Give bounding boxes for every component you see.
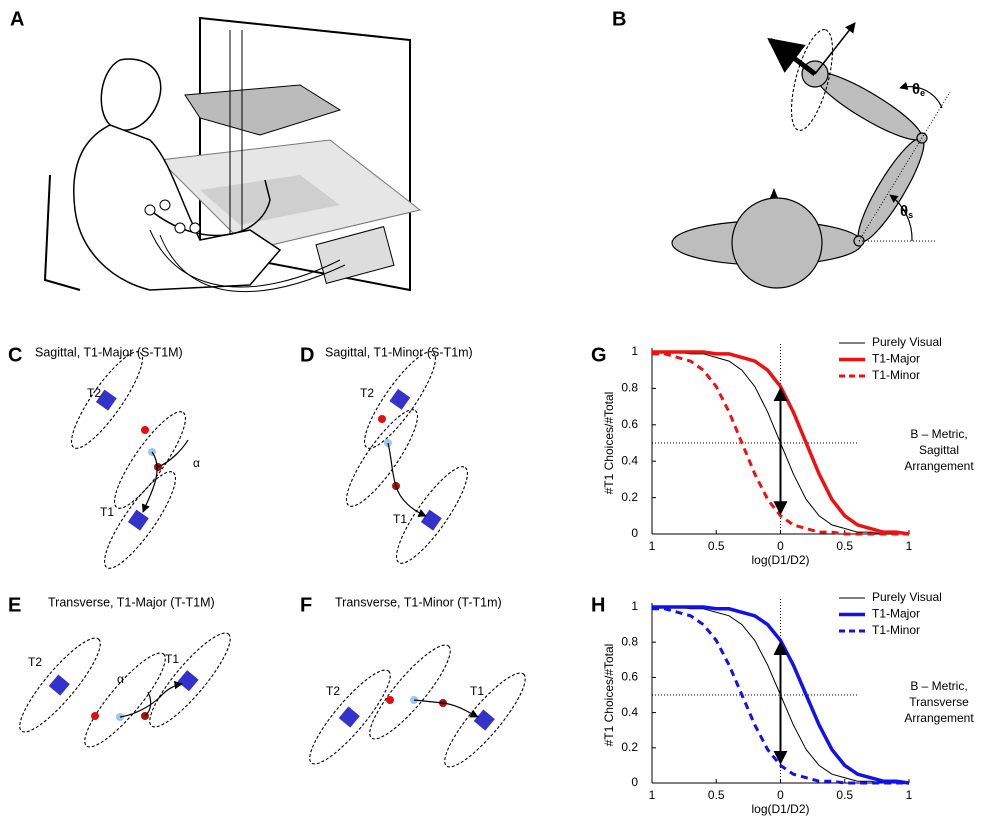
series-line (652, 352, 909, 536)
y-tick-label: 1 (631, 344, 638, 358)
y-axis-label: #T1 Choices/#Total (602, 644, 616, 747)
diagram-title: Transverse, T1-Major (T-T1M) (48, 595, 215, 609)
annotation: Transverse (909, 695, 969, 709)
y-tick-label: 0.2 (621, 490, 638, 504)
angle-label: α (193, 456, 200, 470)
series-line (652, 350, 910, 536)
diagram-f: Transverse, T1-Minor (T-T1m) T2 T1 (309, 595, 526, 768)
x-tick-label: 1 (906, 539, 913, 553)
x-axis-label: log(D1/D2) (751, 553, 809, 567)
x-tick-label: 0.5 (708, 788, 725, 802)
annotation: B – Metric, (910, 427, 967, 441)
target-label: T2 (326, 684, 340, 698)
arm-diagram: θe θs (671, 22, 951, 289)
y-tick-label: 0 (631, 775, 638, 789)
y-tick-label: 0.4 (621, 705, 638, 719)
legend-label: T1-Major (872, 352, 920, 366)
legend-label: T1-Major (872, 607, 920, 621)
angle-label: α (117, 672, 124, 686)
line-chart: 0 0.2 0.4 0.6 0.8 1 1 0.5 0 0.5 1 log(D1/D2) #T1 Cho… (602, 590, 974, 816)
y-tick-label: 1 (631, 599, 638, 613)
y-tick-label: 0 (631, 526, 638, 540)
y-tick-label: 0.6 (621, 417, 638, 431)
y-axis-label: #T1 Choices/#Total (602, 392, 616, 495)
target-label: T1 (100, 505, 114, 519)
annotation: B – Metric, (910, 679, 967, 693)
x-tick-label: 1 (649, 539, 656, 553)
series-line (652, 607, 909, 785)
series-line (652, 605, 910, 785)
panel-label: F (300, 594, 312, 616)
x-tick-label: 1 (906, 788, 913, 802)
target-label: T1 (165, 652, 179, 666)
legend-label: T1-Minor (872, 368, 920, 382)
angle-symbol: θ (900, 203, 908, 220)
y-tick-label: 0.6 (621, 670, 638, 684)
y-tick-label: 0.8 (621, 634, 638, 648)
panel-label: B (612, 8, 626, 30)
panel-label: D (300, 344, 314, 366)
panel-label: G (591, 344, 607, 366)
diagram-title: Sagittal, T1-Minor (S-T1m) (325, 345, 473, 359)
x-tick-label: 0.5 (836, 788, 853, 802)
target-label: T2 (360, 386, 374, 400)
x-tick-label: 0.5 (708, 539, 725, 553)
diagram-c: Sagittal, T1-Major (S-T1M) T2 T1 α (35, 345, 200, 569)
line-chart: 0 0.2 0.4 0.6 0.8 1 1 0.5 0 0.5 1 log(D1/D2) #T1 Cho… (602, 335, 974, 567)
target-label: T1 (393, 512, 407, 526)
angle-subscript: s (908, 210, 913, 220)
panel-label: A (10, 8, 24, 30)
x-axis-label: log(D1/D2) (751, 802, 809, 816)
angle-label: θe (912, 81, 925, 98)
annotation: Arrangement (904, 711, 974, 725)
y-tick-label: 0.2 (621, 740, 638, 754)
x-tick-label: 0 (777, 788, 784, 802)
diagram-title: Sagittal, T1-Major (S-T1M) (35, 345, 183, 359)
annotation: Arrangement (904, 459, 974, 473)
angle-subscript: e (920, 88, 925, 98)
panel-label: E (8, 594, 21, 616)
diagram-title: Transverse, T1-Minor (T-T1m) (335, 595, 502, 609)
legend-label: Purely Visual (872, 590, 942, 604)
diagram-d: Sagittal, T1-Minor (S-T1m) T2 T1 (325, 345, 473, 564)
y-tick-label: 0.8 (621, 381, 638, 395)
x-tick-label: 0.5 (836, 539, 853, 553)
angle-label: θs (900, 203, 913, 220)
legend-label: Purely Visual (872, 335, 942, 349)
target-label: T2 (87, 386, 101, 400)
angle-symbol: θ (912, 81, 920, 98)
setup-illustration (43, 16, 422, 293)
panel-label: H (591, 594, 605, 616)
target-label: T1 (470, 684, 484, 698)
x-tick-label: 0 (777, 539, 784, 553)
y-tick-label: 0.4 (621, 453, 638, 467)
legend-label: T1-Minor (872, 623, 920, 637)
x-tick-label: 1 (649, 788, 656, 802)
diagram-e: Transverse, T1-Major (T-T1M) T2 T1 α (19, 595, 231, 748)
target-label: T2 (28, 655, 42, 669)
panel-label: C (8, 344, 22, 366)
annotation: Sagittal (919, 443, 959, 457)
